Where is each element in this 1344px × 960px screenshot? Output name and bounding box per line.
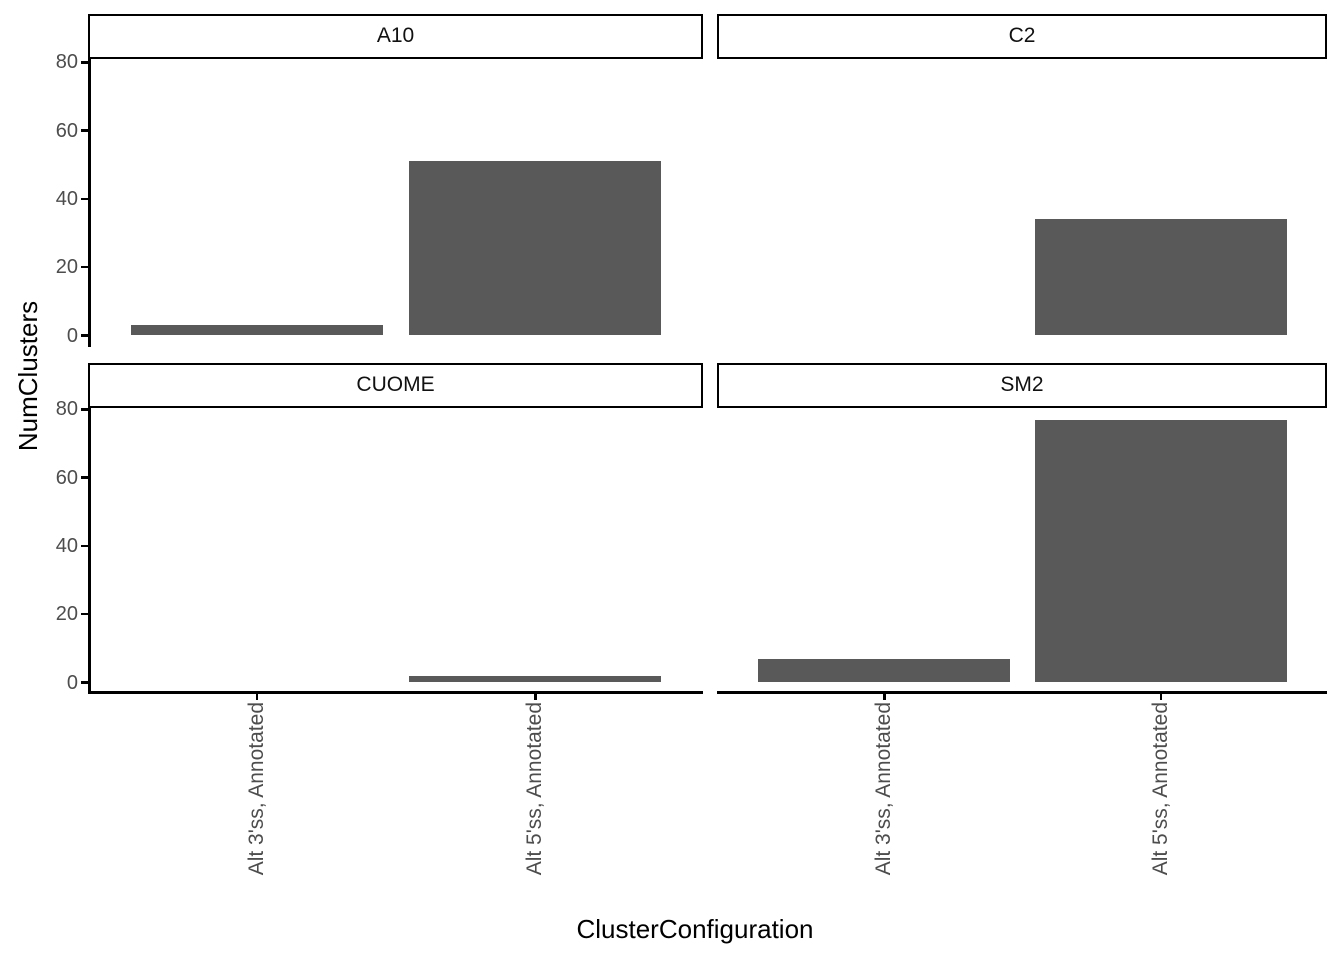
- y-tick-label: 40: [55, 534, 78, 557]
- x-tick: [255, 693, 259, 700]
- y-tick: [81, 129, 88, 132]
- y-axis-line: [88, 59, 91, 347]
- bar-A10-alt5ss: [409, 161, 662, 336]
- x-axis-title: ClusterConfiguration: [576, 914, 814, 944]
- x-axis-line: [88, 691, 703, 694]
- facet-strip: A10: [88, 14, 703, 59]
- y-tick-label: 60: [55, 466, 78, 489]
- x-tick-label: Alt 3'ss, Annotated: [244, 702, 268, 876]
- y-tick: [81, 476, 88, 479]
- y-tick-label: 80: [55, 398, 78, 421]
- y-tick-label: 0: [66, 324, 78, 347]
- x-axis-line: [717, 691, 1327, 694]
- y-tick: [81, 61, 88, 64]
- facet-strip: SM2: [717, 363, 1327, 408]
- y-tick: [81, 334, 88, 337]
- bar-C2-alt5ss: [1034, 219, 1287, 336]
- x-tick: [534, 693, 537, 700]
- y-tick-label: 20: [55, 603, 78, 626]
- y-tick: [81, 681, 88, 684]
- bar-SM2-alt5ss: [1034, 419, 1287, 683]
- y-tick: [81, 197, 88, 201]
- y-tick: [81, 612, 88, 616]
- y-tick-label: 80: [55, 51, 78, 74]
- bar-A10-alt3ss: [130, 325, 383, 336]
- x-tick: [883, 693, 886, 700]
- facet-strip: C2: [717, 14, 1327, 59]
- x-tick-label: Alt 5'ss, Annotated: [1148, 702, 1172, 876]
- y-axis-line: [88, 408, 91, 694]
- x-tick: [1159, 693, 1163, 700]
- y-tick-label: 20: [55, 256, 78, 279]
- x-tick-label: Alt 5'ss, Annotated: [523, 702, 547, 876]
- y-tick-label: 40: [55, 187, 78, 210]
- bar-SM2-alt3ss: [758, 658, 1011, 683]
- y-tick-label: 60: [55, 119, 78, 142]
- y-tick-label: 0: [66, 671, 78, 694]
- x-tick-label: Alt 3'ss, Annotated: [872, 702, 896, 876]
- y-tick: [81, 265, 88, 269]
- y-tick: [81, 544, 88, 548]
- bar-CUOME-alt5ss: [409, 675, 662, 683]
- y-tick: [81, 408, 88, 411]
- facet-strip: CUOME: [88, 363, 703, 408]
